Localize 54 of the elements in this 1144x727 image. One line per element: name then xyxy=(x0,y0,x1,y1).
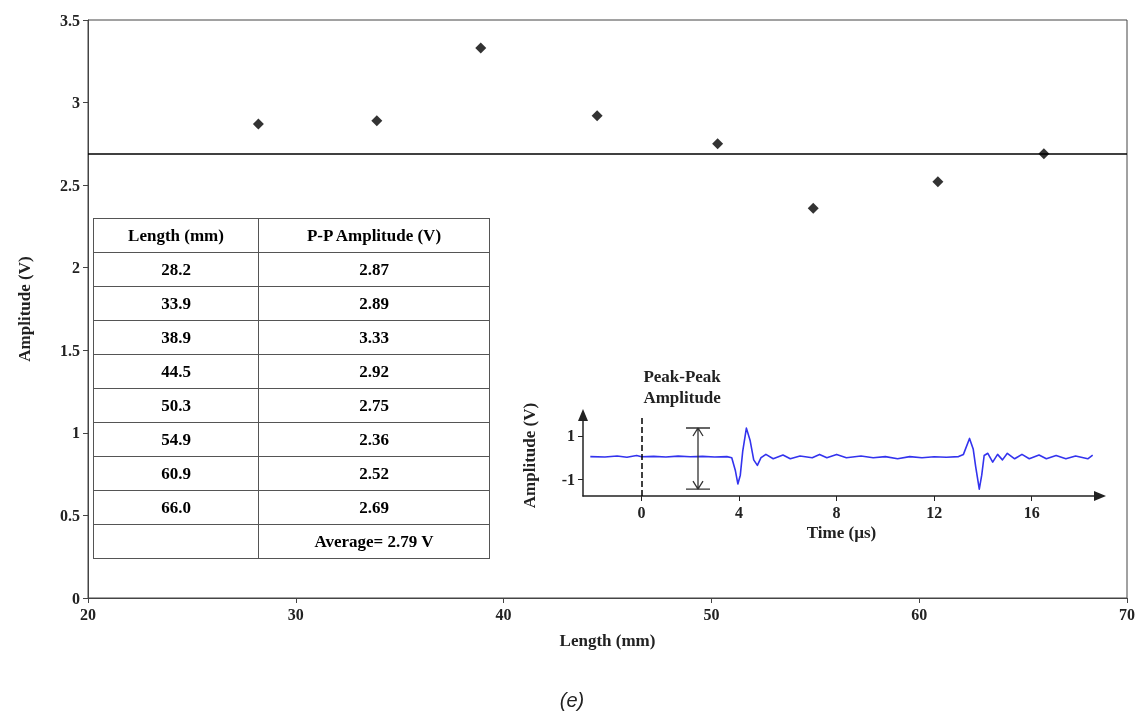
y-tick-label: 1 xyxy=(72,424,80,442)
y-tick-label: 3 xyxy=(72,94,80,112)
annotation: 2.69 xyxy=(258,490,490,525)
point xyxy=(591,110,603,122)
annotation: Length (mm) xyxy=(93,218,259,253)
point xyxy=(712,138,724,150)
y-tick-label: 2 xyxy=(72,259,80,277)
annotation: 66.0 xyxy=(93,490,259,525)
y-tick-label: 0.5 xyxy=(60,506,80,524)
x-tick-label: 20 xyxy=(80,605,96,623)
y-tick-label: 3.5 xyxy=(60,11,80,29)
x-axis-title: Length (mm) xyxy=(559,631,656,650)
annotation: 60.9 xyxy=(93,456,259,491)
y-axis-title: Amplitude (V) xyxy=(520,402,539,509)
y-tick-label: 2.5 xyxy=(60,176,80,194)
annotation: 2.87 xyxy=(258,252,490,287)
y-tick-label: 1.5 xyxy=(60,341,80,359)
x-axis-title: Time (µs) xyxy=(806,523,877,542)
x-tick-label: 16 xyxy=(1023,503,1040,521)
annotation: 3.33 xyxy=(258,320,490,355)
point xyxy=(807,202,819,214)
annotation: 2.36 xyxy=(258,422,490,457)
x-tick-label: 40 xyxy=(495,605,512,623)
x-tick-label: 50 xyxy=(703,605,720,623)
x-tick-label: 0 xyxy=(637,503,646,521)
x-tick-label: 70 xyxy=(1119,605,1135,623)
x-tick-label: 60 xyxy=(911,605,928,623)
annotation: Average= 2.79 V xyxy=(258,524,490,559)
point xyxy=(371,115,383,127)
y-tick-label: 0 xyxy=(72,589,80,607)
annotation: 33.9 xyxy=(93,286,259,321)
annotation: 44.5 xyxy=(93,354,259,389)
point xyxy=(252,118,264,130)
annotation: Peak-Peak Amplitude xyxy=(643,367,722,408)
point xyxy=(932,176,944,188)
annotation: P-P Amplitude (V) xyxy=(258,218,490,253)
line-series xyxy=(589,427,1094,491)
annotation: 2.52 xyxy=(258,456,490,491)
x-tick-label: 8 xyxy=(832,503,841,521)
annotation: 50.3 xyxy=(93,388,259,423)
point xyxy=(475,42,487,54)
annotation: 38.9 xyxy=(93,320,259,355)
text: (e) xyxy=(559,689,585,711)
x-tick-label: 12 xyxy=(926,503,943,521)
annotation: 28.2 xyxy=(93,252,259,287)
x-tick-label: 30 xyxy=(287,605,304,623)
annotation: 54.9 xyxy=(93,422,259,457)
annotation: 2.89 xyxy=(258,286,490,321)
annotation: 2.92 xyxy=(258,354,490,389)
y-tick-label: 1 xyxy=(567,427,575,445)
annotation: 2.75 xyxy=(258,388,490,423)
y-axis-title: Amplitude (V) xyxy=(15,256,34,362)
x-tick-label: 4 xyxy=(735,503,744,521)
y-tick-label: -1 xyxy=(561,471,575,489)
